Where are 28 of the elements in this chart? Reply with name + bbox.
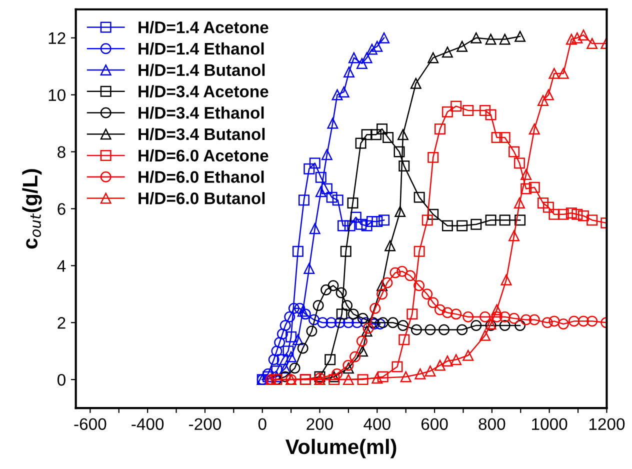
x-tick-label: -400 (132, 418, 164, 430)
y-tick-label: 12 (48, 32, 66, 44)
x-tick-label: 600 (421, 418, 448, 430)
x-tick-label: 400 (364, 418, 390, 430)
x-tick-label: 1200 (589, 418, 625, 430)
x-tick-label: -600 (74, 418, 106, 430)
legend-label: H/D=6.0 Acetone (138, 149, 268, 162)
y-tick-label: 6 (58, 203, 66, 215)
x-tick-label: 800 (478, 418, 506, 430)
legend-label: H/D=3.4 Ethanol (138, 106, 264, 119)
x-tick-label: 1000 (532, 418, 568, 430)
legend-label: H/D=6.0 Butanol (138, 192, 265, 204)
x-tick-label: -200 (189, 418, 221, 430)
legend-label: H/D=6.0 Ethanol (138, 170, 264, 184)
y-tick-label: 0 (58, 374, 66, 386)
x-tick-label: 200 (306, 418, 334, 430)
legend-label: H/D=3.4 Butanol (138, 128, 265, 140)
y-axis-title: c$_{out}$(g/L) (22, 169, 42, 249)
legend-label: H/D=1.4 Acetone (138, 21, 268, 34)
legend-label: H/D=1.4 Butanol (138, 64, 265, 76)
y-tick-label: 10 (48, 89, 66, 102)
y-tick-label: 2 (58, 317, 66, 329)
legend-label: H/D=1.4 Ethanol (138, 42, 264, 55)
y-tick-label: 8 (58, 146, 66, 158)
legend-label: H/D=3.4 Acetone (138, 85, 268, 98)
x-axis-title: Volume(ml) (285, 438, 396, 458)
y-tick-label: 4 (57, 260, 66, 272)
x-tick-label: 0 (258, 418, 266, 430)
